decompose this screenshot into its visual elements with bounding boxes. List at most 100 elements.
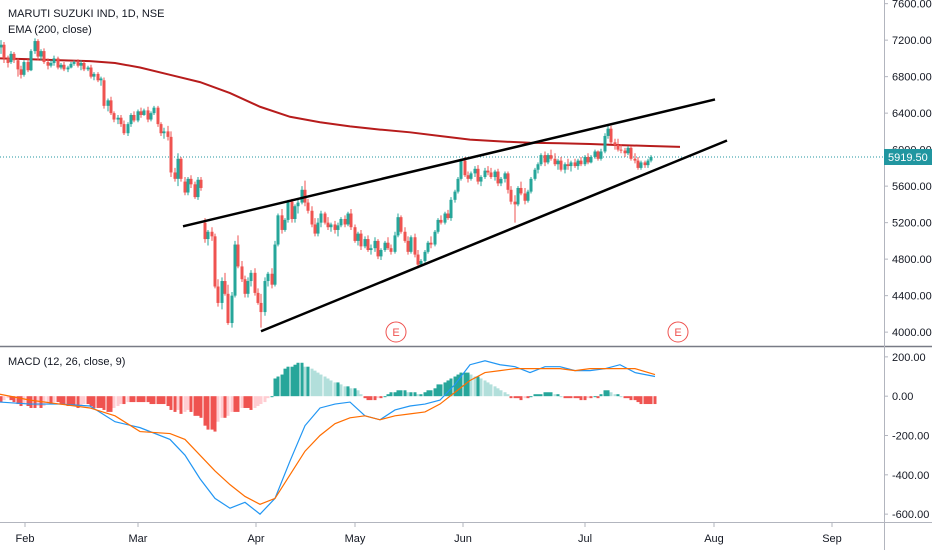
candle-body xyxy=(112,113,116,120)
macd-hist-bar xyxy=(529,396,533,398)
ema-line xyxy=(0,57,681,148)
macd-hist-bar xyxy=(359,394,363,397)
candle-body xyxy=(419,260,423,265)
earnings-marker-label: E xyxy=(674,327,681,339)
price-tick-label: 7600.00 xyxy=(892,0,932,11)
macd-hist-bar xyxy=(476,376,480,397)
macd-hist-bar xyxy=(186,396,190,410)
macd-hist-bar xyxy=(82,396,86,405)
candle-body xyxy=(36,41,40,57)
macd-hist-bar xyxy=(486,382,490,397)
candle-body xyxy=(149,113,153,120)
candle-body xyxy=(503,173,507,179)
candle-body xyxy=(616,145,620,150)
candle-body xyxy=(42,51,46,63)
candle-body xyxy=(516,187,520,205)
candle-body xyxy=(639,162,643,168)
candle-body xyxy=(589,156,593,163)
macd-hist-bar xyxy=(546,392,550,397)
candle-body xyxy=(313,224,317,234)
macd-hist-bar xyxy=(513,396,517,399)
candle-body xyxy=(329,224,333,228)
candle-body xyxy=(199,179,203,188)
candle-body xyxy=(363,239,367,247)
macd-hist-bar xyxy=(399,390,403,397)
macd-hist-bar xyxy=(169,396,173,410)
candle-body xyxy=(310,210,314,225)
macd-hist-bar xyxy=(569,396,573,399)
macd-hist-bar xyxy=(536,394,540,397)
macd-hist-bar xyxy=(149,396,153,405)
macd-histogram xyxy=(0,362,657,432)
macd-hist-bar xyxy=(166,396,170,407)
candle-body xyxy=(603,135,607,152)
macd-hist-bar xyxy=(310,368,314,397)
macd-hist-bar xyxy=(89,396,93,407)
candle-body xyxy=(319,213,323,223)
candle-body xyxy=(463,160,467,176)
macd-hist-bar xyxy=(429,390,433,397)
macd-hist-bar xyxy=(12,396,16,403)
candle-body xyxy=(566,164,570,167)
macd-hist-bar xyxy=(276,376,280,397)
candle-body xyxy=(246,281,250,294)
macd-hist-bar xyxy=(306,366,310,397)
macd-hist-bar xyxy=(203,396,207,426)
macd-hist-bar xyxy=(376,396,380,399)
candle-body xyxy=(526,191,530,201)
macd-hist-bar xyxy=(126,396,130,403)
macd-hist-bar xyxy=(379,396,383,399)
macd-hist-bar xyxy=(2,396,6,401)
candle-body xyxy=(266,273,270,282)
macd-hist-bar xyxy=(199,396,203,418)
candle-body xyxy=(606,128,610,136)
candle-body xyxy=(146,110,150,120)
macd-hist-bar xyxy=(496,388,500,397)
macd-hist-bar xyxy=(593,396,597,398)
macd-hist-bar xyxy=(649,396,653,405)
macd-hist-bar xyxy=(9,396,13,401)
candle-body xyxy=(446,213,450,219)
macd-hist-bar xyxy=(533,394,537,397)
candle-body xyxy=(139,111,143,115)
macd-hist-bar xyxy=(509,396,513,399)
candle-body xyxy=(349,213,353,228)
candle-body xyxy=(406,240,410,252)
candle-body xyxy=(579,160,583,165)
candle-body xyxy=(466,175,470,179)
macd-hist-bar xyxy=(453,376,457,397)
macd-hist-bar xyxy=(280,374,284,397)
candle-body xyxy=(173,172,177,179)
macd-hist-bar xyxy=(493,386,497,397)
macd-hist-bar xyxy=(6,396,10,399)
candle-body xyxy=(152,107,156,114)
macd-hist-bar xyxy=(92,396,96,408)
candle-body xyxy=(633,158,637,161)
candle-body xyxy=(99,78,103,81)
candle-body xyxy=(136,111,140,121)
macd-hist-bar xyxy=(629,396,633,401)
macd-hist-bar xyxy=(226,396,230,416)
price-tick-label: 6400.00 xyxy=(892,108,932,120)
candle-body xyxy=(379,250,383,257)
macd-hist-bar xyxy=(142,396,146,403)
macd-hist-bar xyxy=(599,394,603,397)
candle-body xyxy=(69,63,73,68)
candle-body xyxy=(443,213,447,223)
macd-hist-bar xyxy=(112,396,116,408)
candle-body xyxy=(296,202,300,207)
macd-legend: MACD (12, 26, close, 9) xyxy=(8,356,126,368)
candle-body xyxy=(22,62,26,75)
candle-body xyxy=(159,124,163,134)
macd-hist-bar xyxy=(156,396,160,405)
candle-body xyxy=(29,51,33,71)
macd-hist-bar xyxy=(449,378,453,397)
macd-hist-bar xyxy=(466,372,470,397)
candle-body xyxy=(353,227,357,241)
candle-body xyxy=(553,158,557,165)
candle-body xyxy=(39,51,43,57)
signal-line xyxy=(0,368,656,505)
candle-body xyxy=(643,162,647,166)
macd-hist-bar xyxy=(426,390,430,397)
